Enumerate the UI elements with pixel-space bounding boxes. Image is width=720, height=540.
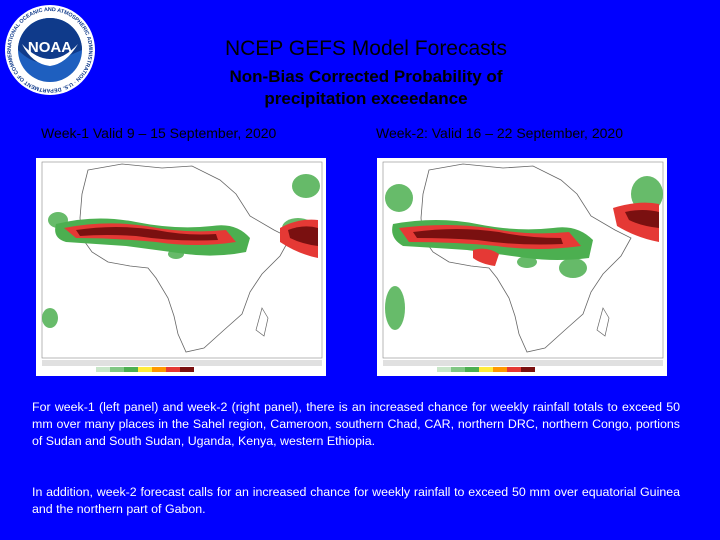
week1-precip-band: [55, 218, 318, 258]
week1-forecast-map: [36, 158, 326, 376]
description-paragraph-2: In addition, week-2 forecast calls for a…: [32, 485, 680, 516]
week2-forecast-map: [377, 158, 667, 376]
description-paragraph-1: For week-1 (left panel) and week-2 (righ…: [32, 400, 680, 448]
subtitle-line-1: Non-Bias Corrected Probability of: [229, 67, 503, 86]
week1-panel-label: Week-1 Valid 9 – 15 September, 2020: [41, 125, 277, 141]
subtitle-line-2: precipitation exceedance: [264, 89, 468, 108]
logo-text: NOAA: [28, 39, 72, 56]
page-title: NCEP GEFS Model Forecasts: [224, 37, 508, 60]
week2-panel-label: Week-2: Valid 16 – 22 September, 2020: [376, 125, 623, 141]
week2-precip-band: [392, 202, 659, 266]
noaa-logo-icon: NOAA NATIONAL OCEANIC AND ATMOSPHERIC AD…: [4, 4, 95, 95]
page-subtitle: Non-Bias Corrected Probability of precip…: [0, 66, 720, 110]
